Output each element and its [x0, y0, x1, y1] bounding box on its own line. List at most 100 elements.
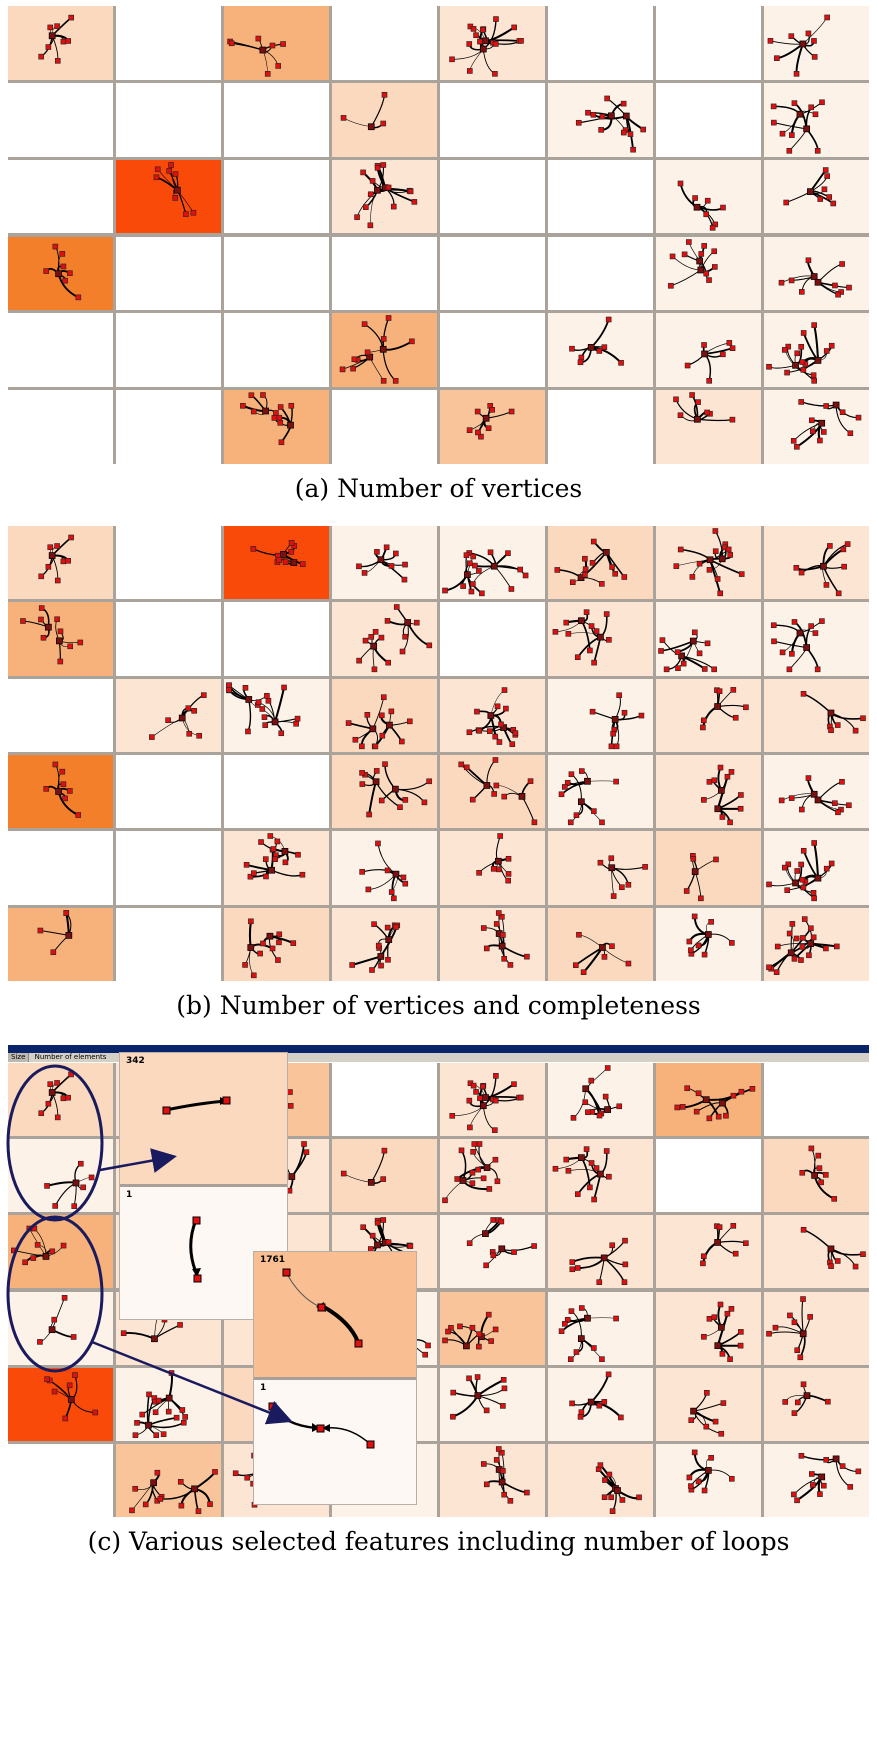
grid-cell[interactable]: [116, 678, 221, 752]
grid-cell[interactable]: [548, 602, 653, 676]
grid-cell[interactable]: [656, 6, 761, 80]
tab-size[interactable]: Size: [8, 1053, 30, 1062]
grid-cell[interactable]: [548, 1443, 653, 1517]
grid-cell[interactable]: [440, 1139, 545, 1213]
grid-cell[interactable]: [656, 159, 761, 234]
grid-cell[interactable]: [8, 1443, 113, 1517]
grid-cell[interactable]: [656, 1367, 761, 1441]
grid-cell[interactable]: [548, 159, 653, 234]
grid-cell[interactable]: [440, 236, 545, 311]
grid-cell[interactable]: [548, 313, 653, 388]
grid-cell[interactable]: [332, 236, 437, 311]
grid-cell[interactable]: [332, 159, 437, 234]
feature-field[interactable]: Number of elements: [34, 1053, 107, 1061]
grid-cell[interactable]: [764, 390, 869, 464]
grid-cell[interactable]: [440, 1063, 545, 1137]
grid-cell[interactable]: [116, 831, 221, 905]
grid-cell[interactable]: [8, 1291, 113, 1365]
grid-cell[interactable]: [656, 1291, 761, 1365]
grid-cell[interactable]: [548, 678, 653, 752]
grid-cell[interactable]: [548, 1139, 653, 1213]
grid-cell[interactable]: [8, 236, 113, 311]
grid-cell[interactable]: [116, 6, 221, 80]
grid-cell[interactable]: [116, 236, 221, 311]
grid-cell[interactable]: [224, 907, 329, 981]
grid-cell[interactable]: [116, 1443, 221, 1517]
grid-cell[interactable]: [764, 602, 869, 676]
grid-cell[interactable]: [656, 831, 761, 905]
grid-cell[interactable]: [8, 678, 113, 752]
grid-cell[interactable]: [440, 526, 545, 600]
grid-cell[interactable]: [8, 390, 113, 464]
grid-cell[interactable]: [332, 907, 437, 981]
grid-cell[interactable]: [548, 1291, 653, 1365]
grid-cell[interactable]: [8, 313, 113, 388]
grid-cell[interactable]: [656, 82, 761, 157]
grid-cell[interactable]: [8, 755, 113, 829]
grid-cell[interactable]: [656, 526, 761, 600]
grid-cell[interactable]: [224, 236, 329, 311]
grid-cell[interactable]: [440, 831, 545, 905]
grid-cell[interactable]: [332, 82, 437, 157]
window-titlebar[interactable]: [8, 1045, 869, 1053]
grid-cell[interactable]: [764, 236, 869, 311]
grid-cell[interactable]: [548, 236, 653, 311]
grid-cell[interactable]: [440, 313, 545, 388]
grid-cell[interactable]: [440, 1215, 545, 1289]
grid-cell[interactable]: [656, 1443, 761, 1517]
grid-cell[interactable]: [440, 1443, 545, 1517]
grid-cell[interactable]: [548, 6, 653, 80]
grid-cell[interactable]: [224, 159, 329, 234]
grid-cell[interactable]: [332, 678, 437, 752]
grid-cell[interactable]: [764, 678, 869, 752]
grid-cell[interactable]: [440, 390, 545, 464]
grid-cell[interactable]: [656, 678, 761, 752]
grid-cell[interactable]: [440, 678, 545, 752]
grid-cell[interactable]: [764, 831, 869, 905]
grid-cell[interactable]: [764, 1063, 869, 1137]
grid-cell[interactable]: [548, 390, 653, 464]
grid-cell[interactable]: [440, 907, 545, 981]
grid-cell[interactable]: [440, 602, 545, 676]
grid-cell[interactable]: [440, 1367, 545, 1441]
grid-cell[interactable]: [656, 1063, 761, 1137]
grid-cell[interactable]: [656, 602, 761, 676]
grid-cell[interactable]: [224, 6, 329, 80]
grid-cell[interactable]: [8, 1215, 113, 1289]
grid-cell[interactable]: [440, 755, 545, 829]
grid-cell[interactable]: [764, 907, 869, 981]
grid-cell[interactable]: [332, 831, 437, 905]
grid-cell[interactable]: [224, 313, 329, 388]
grid-cell[interactable]: [548, 755, 653, 829]
grid-cell[interactable]: [656, 1215, 761, 1289]
grid-cell[interactable]: [224, 831, 329, 905]
grid-cell[interactable]: [764, 1291, 869, 1365]
grid-cell[interactable]: [656, 1139, 761, 1213]
grid-cell[interactable]: [440, 159, 545, 234]
grid-cell[interactable]: [116, 82, 221, 157]
grid-cell[interactable]: [224, 82, 329, 157]
grid-cell[interactable]: [656, 236, 761, 311]
grid-cell[interactable]: [332, 6, 437, 80]
grid-cell[interactable]: [116, 390, 221, 464]
grid-cell[interactable]: [116, 1367, 221, 1441]
grid-cell[interactable]: [440, 82, 545, 157]
grid-cell[interactable]: [764, 1443, 869, 1517]
grid-cell[interactable]: [224, 602, 329, 676]
grid-cell[interactable]: [224, 390, 329, 464]
grid-cell[interactable]: [764, 526, 869, 600]
grid-cell[interactable]: [8, 1139, 113, 1213]
grid-cell[interactable]: [8, 907, 113, 981]
grid-cell[interactable]: [332, 526, 437, 600]
grid-cell[interactable]: [548, 1063, 653, 1137]
grid-cell[interactable]: [8, 1367, 113, 1441]
grid-cell[interactable]: [224, 678, 329, 752]
grid-cell[interactable]: [656, 907, 761, 981]
grid-cell[interactable]: [548, 82, 653, 157]
grid-cell[interactable]: [332, 1063, 437, 1137]
grid-cell[interactable]: [224, 526, 329, 600]
grid-cell[interactable]: [116, 907, 221, 981]
grid-cell[interactable]: [332, 313, 437, 388]
grid-cell[interactable]: [332, 602, 437, 676]
grid-cell[interactable]: [548, 1367, 653, 1441]
